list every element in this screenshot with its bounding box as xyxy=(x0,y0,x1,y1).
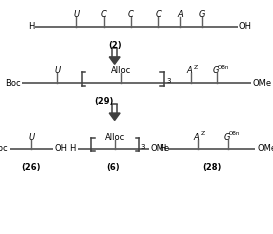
Text: C: C xyxy=(155,10,161,19)
Text: OMe: OMe xyxy=(253,79,272,88)
Text: (2): (2) xyxy=(108,41,121,50)
Text: 3: 3 xyxy=(141,144,145,150)
Text: OMe: OMe xyxy=(151,144,170,153)
Text: OBn: OBn xyxy=(218,65,230,70)
Text: Alloc: Alloc xyxy=(105,133,125,142)
Text: Alloc: Alloc xyxy=(111,66,132,75)
Text: Boc: Boc xyxy=(0,144,8,153)
Text: (6): (6) xyxy=(106,163,120,172)
Text: OMe: OMe xyxy=(257,144,273,153)
Polygon shape xyxy=(109,57,120,64)
Text: C: C xyxy=(101,10,107,19)
Text: H: H xyxy=(28,22,34,31)
Text: A: A xyxy=(177,10,183,19)
Text: A: A xyxy=(194,133,200,142)
Text: U: U xyxy=(54,66,60,75)
Text: 3: 3 xyxy=(166,78,171,84)
Text: Z: Z xyxy=(194,65,198,70)
Text: Boc: Boc xyxy=(5,79,20,88)
Text: OBn: OBn xyxy=(229,131,241,136)
Text: C: C xyxy=(128,10,134,19)
Text: Z: Z xyxy=(201,131,205,136)
Text: H: H xyxy=(160,144,166,153)
Text: OH: OH xyxy=(239,22,252,31)
Text: G: G xyxy=(199,10,205,19)
Text: (26): (26) xyxy=(22,163,41,172)
Text: (29): (29) xyxy=(94,97,113,106)
Text: (28): (28) xyxy=(202,163,221,172)
Text: G: G xyxy=(212,66,219,75)
Text: A: A xyxy=(187,66,193,75)
Text: U: U xyxy=(73,10,79,19)
Text: OH: OH xyxy=(55,144,68,153)
Text: U: U xyxy=(28,133,34,142)
Polygon shape xyxy=(109,113,120,121)
Text: H: H xyxy=(70,144,76,153)
Text: G: G xyxy=(223,133,230,142)
